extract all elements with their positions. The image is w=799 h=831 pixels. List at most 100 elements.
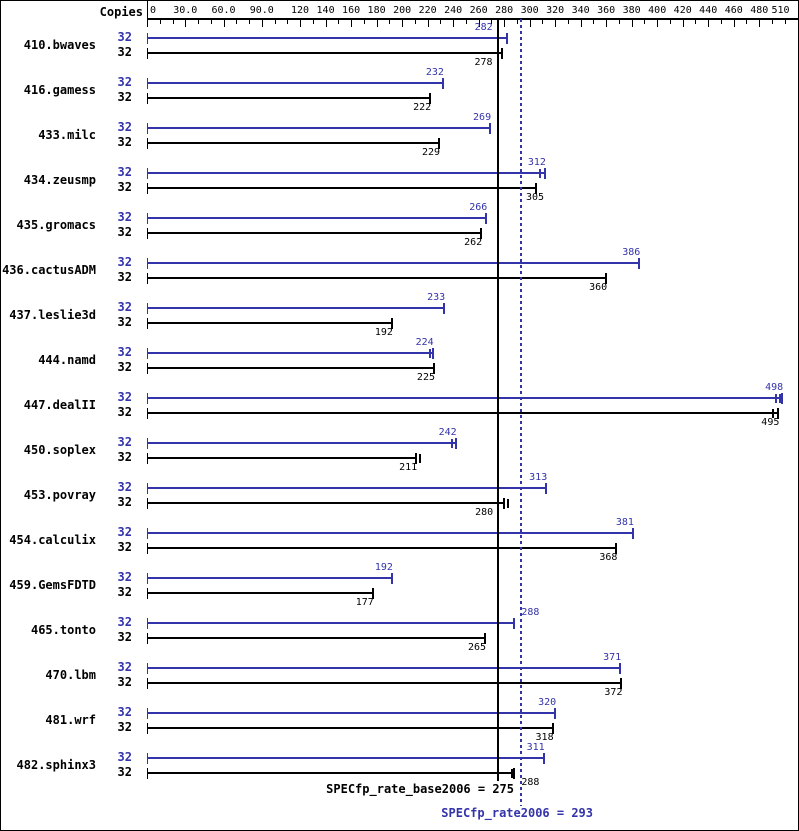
peak-copies-label: 32 (117, 570, 132, 584)
base-bar-line (147, 52, 502, 54)
peak-bar-end-tick (443, 303, 445, 314)
base-value-label: 372 (604, 687, 623, 698)
peak-copies-label: 32 (117, 120, 132, 134)
axis-major-tick (734, 20, 735, 27)
base-bar-start-tick (147, 453, 148, 464)
axis-major-tick (377, 20, 378, 27)
peak-bar-start-tick (147, 348, 148, 359)
base-bar-line (147, 592, 373, 594)
axis-minor-tick (313, 20, 314, 24)
axis-major-tick (224, 20, 225, 27)
base-bar-end-tick (777, 408, 779, 419)
axis-minor-tick (249, 20, 250, 24)
peak-value-label: 498 (765, 382, 784, 393)
peak-bar-end-tick (513, 618, 515, 629)
peak-bar-start-tick (147, 258, 148, 269)
peak-value-label: 192 (374, 562, 393, 573)
axis-minor-tick (160, 20, 161, 24)
base-bar-start-tick (147, 273, 148, 284)
axis-tick-label: 340 (571, 5, 590, 16)
axis-tick-label: 480 (750, 5, 769, 16)
axis-tick-label: 180 (367, 5, 386, 16)
base-mean-reference-line (497, 19, 499, 781)
peak-value-label: 371 (603, 652, 622, 663)
axis-major-tick (428, 20, 429, 27)
axis-major-tick (147, 20, 148, 27)
axis-minor-tick (644, 20, 645, 24)
benchmark-label: 453.povray (23, 488, 96, 502)
peak-bar-start-tick (147, 528, 148, 539)
peak-bar-start-tick (147, 168, 148, 179)
axis-major-tick (300, 20, 301, 27)
axis-major-tick (581, 20, 582, 27)
peak-bar-end-tick (545, 483, 547, 494)
axis-baseline (147, 18, 798, 20)
base-value-label: 495 (761, 417, 780, 428)
axis-minor-tick (670, 20, 671, 24)
base-copies-label: 32 (117, 270, 132, 284)
peak-value-label: 288 (521, 607, 540, 618)
peak-bar-line (147, 757, 544, 759)
base-bar-end-tick (429, 93, 431, 104)
peak-bar-end-tick (489, 123, 491, 134)
base-bar-line (147, 682, 622, 684)
base-bar-line (147, 277, 607, 279)
benchmark-label: 433.milc (38, 128, 96, 142)
peak-bar-start-tick (147, 303, 148, 314)
axis-major-tick (530, 20, 531, 27)
base-bar-line (147, 322, 392, 324)
peak-bar-end-tick (544, 168, 546, 179)
peak-bar-end-tick (632, 528, 634, 539)
base-bar-line (147, 412, 779, 414)
axis-minor-tick (415, 20, 416, 24)
base-value-label: 360 (589, 282, 608, 293)
base-bar-start-tick (147, 723, 148, 734)
base-value-label: 278 (474, 57, 493, 68)
peak-bar-line (147, 352, 433, 354)
base-bar-line (147, 187, 537, 189)
base-copies-label: 32 (117, 450, 132, 464)
base-bar-line (147, 502, 505, 504)
base-copies-label: 32 (117, 720, 132, 734)
base-bar-start-tick (147, 138, 148, 149)
base-bar-line (147, 457, 417, 459)
base-bar-end-tick (372, 588, 374, 599)
base-bar-line (147, 142, 440, 144)
base-bar-start-tick (147, 768, 148, 779)
axis-minor-tick (440, 20, 441, 24)
base-copies-label: 32 (117, 585, 132, 599)
benchmark-label: 410.bwaves (23, 38, 96, 52)
peak-bar-start-tick (147, 438, 148, 449)
benchmark-label: 450.soplex (23, 443, 96, 457)
base-bar-start-tick (147, 183, 148, 194)
peak-bar-line (147, 532, 633, 534)
benchmark-label: 444.namd (38, 353, 96, 367)
peak-bar-start-tick (147, 123, 148, 134)
base-copies-label: 32 (117, 540, 132, 554)
base-bar-run-tick (507, 499, 509, 508)
base-value-label: 280 (475, 507, 494, 518)
peak-value-label: 233 (427, 292, 446, 303)
base-bar-run-tick (772, 409, 774, 418)
axis-tick-label: 510 (771, 5, 790, 16)
axis-tick-label: 420 (673, 5, 692, 16)
axis-tick-label: 260 (469, 5, 488, 16)
axis-major-tick (453, 20, 454, 27)
axis-minor-tick (746, 20, 747, 24)
peak-value-label: 266 (469, 202, 488, 213)
base-value-label: 368 (599, 552, 618, 563)
peak-bar-run-tick (539, 169, 541, 178)
peak-value-label: 282 (474, 22, 493, 33)
base-bar-end-tick (391, 318, 393, 329)
peak-value-label: 381 (615, 517, 634, 528)
base-result-text: SPECfp_rate_base2006 = 275 (326, 782, 514, 796)
peak-bar-line (147, 262, 640, 264)
axis-tick-label: 400 (648, 5, 667, 16)
peak-value-label: 320 (538, 697, 557, 708)
peak-copies-label: 32 (117, 525, 132, 539)
benchmark-label: 434.zeusmp (23, 173, 96, 187)
axis-minor-tick (389, 20, 390, 24)
peak-value-label: 312 (527, 157, 546, 168)
axis-minor-tick (695, 20, 696, 24)
